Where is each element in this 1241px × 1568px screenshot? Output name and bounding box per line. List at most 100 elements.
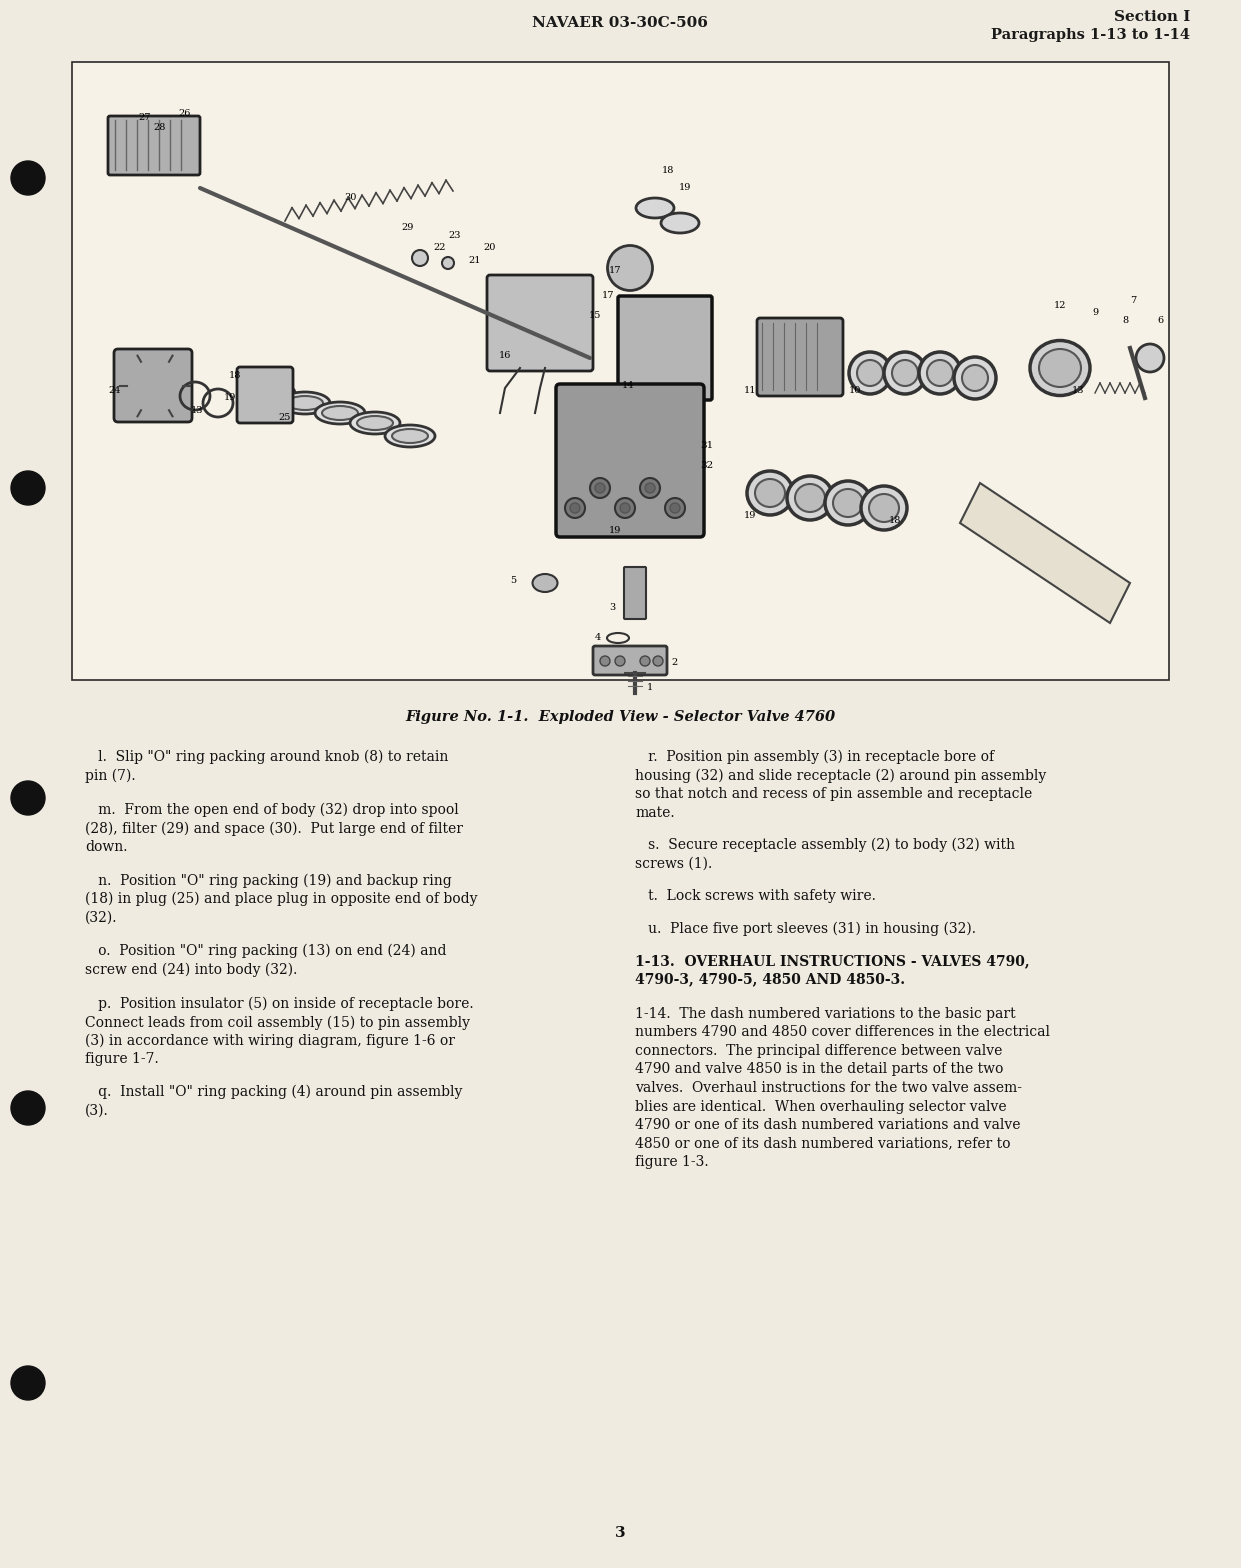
- Ellipse shape: [608, 246, 653, 290]
- Text: blies are identical.  When overhauling selector valve: blies are identical. When overhauling se…: [635, 1099, 1006, 1113]
- Text: 27: 27: [139, 113, 151, 122]
- Text: NAVAER 03-30C-506: NAVAER 03-30C-506: [532, 16, 707, 30]
- Text: figure 1-7.: figure 1-7.: [84, 1052, 159, 1066]
- Text: 15: 15: [588, 310, 601, 320]
- Circle shape: [616, 499, 635, 517]
- Ellipse shape: [892, 361, 918, 386]
- Text: (32).: (32).: [84, 911, 118, 925]
- Text: 1-14.  The dash numbered variations to the basic part: 1-14. The dash numbered variations to th…: [635, 1007, 1015, 1021]
- Text: 22: 22: [434, 243, 447, 252]
- Text: housing (32) and slide receptacle (2) around pin assembly: housing (32) and slide receptacle (2) ar…: [635, 768, 1046, 782]
- Text: 7: 7: [1129, 296, 1136, 306]
- Text: 17: 17: [609, 267, 622, 274]
- Circle shape: [670, 503, 680, 513]
- Circle shape: [640, 655, 650, 666]
- Text: 21: 21: [469, 256, 482, 265]
- Ellipse shape: [861, 486, 907, 530]
- Text: (28), filter (29) and space (30).  Put large end of filter: (28), filter (29) and space (30). Put la…: [84, 822, 463, 836]
- FancyBboxPatch shape: [757, 318, 843, 397]
- Text: 19: 19: [609, 525, 622, 535]
- Text: 23: 23: [449, 230, 462, 240]
- Text: t.  Lock screws with safety wire.: t. Lock screws with safety wire.: [635, 889, 876, 903]
- Text: 19: 19: [679, 183, 691, 191]
- Text: valves.  Overhaul instructions for the two valve assem-: valves. Overhaul instructions for the tw…: [635, 1080, 1023, 1094]
- Text: screws (1).: screws (1).: [635, 856, 712, 870]
- Text: 1-13.  OVERHAUL INSTRUCTIONS - VALVES 4790,: 1-13. OVERHAUL INSTRUCTIONS - VALVES 479…: [635, 953, 1030, 967]
- Text: 30: 30: [344, 193, 356, 202]
- Text: (3) in accordance with wiring diagram, figure 1-6 or: (3) in accordance with wiring diagram, f…: [84, 1033, 455, 1049]
- Ellipse shape: [357, 416, 393, 430]
- Ellipse shape: [1136, 343, 1164, 372]
- Ellipse shape: [833, 489, 862, 517]
- Ellipse shape: [532, 574, 557, 593]
- Ellipse shape: [884, 351, 926, 394]
- Text: 29: 29: [402, 223, 414, 232]
- Ellipse shape: [962, 365, 988, 390]
- Ellipse shape: [661, 213, 699, 234]
- Circle shape: [565, 499, 585, 517]
- Text: n.  Position "O" ring packing (19) and backup ring: n. Position "O" ring packing (19) and ba…: [84, 873, 452, 887]
- FancyBboxPatch shape: [593, 646, 666, 674]
- Text: pin (7).: pin (7).: [84, 768, 135, 782]
- Ellipse shape: [954, 358, 997, 398]
- Text: 24: 24: [109, 386, 122, 395]
- Text: 4790-3, 4790-5, 4850 AND 4850-3.: 4790-3, 4790-5, 4850 AND 4850-3.: [635, 972, 905, 986]
- Text: 9: 9: [1092, 307, 1098, 317]
- Text: 31: 31: [700, 441, 714, 450]
- Text: 3: 3: [614, 1526, 625, 1540]
- Circle shape: [645, 483, 655, 492]
- Circle shape: [442, 257, 454, 270]
- Text: s.  Secure receptacle assembly (2) to body (32) with: s. Secure receptacle assembly (2) to bod…: [635, 837, 1015, 853]
- Text: p.  Position insulator (5) on inside of receptacle bore.: p. Position insulator (5) on inside of r…: [84, 997, 474, 1011]
- Ellipse shape: [927, 361, 953, 386]
- Circle shape: [620, 503, 630, 513]
- FancyBboxPatch shape: [486, 274, 593, 372]
- Circle shape: [11, 1091, 45, 1124]
- Text: 1: 1: [647, 684, 653, 691]
- Text: 18: 18: [228, 372, 241, 379]
- Ellipse shape: [755, 478, 786, 506]
- Polygon shape: [961, 483, 1131, 622]
- Text: o.  Position "O" ring packing (13) on end (24) and: o. Position "O" ring packing (13) on end…: [84, 944, 447, 958]
- Text: m.  From the open end of body (32) drop into spool: m. From the open end of body (32) drop i…: [84, 803, 459, 817]
- Ellipse shape: [244, 383, 295, 405]
- Ellipse shape: [869, 494, 898, 522]
- Ellipse shape: [1030, 340, 1090, 395]
- Ellipse shape: [1039, 350, 1081, 387]
- Text: Connect leads from coil assembly (15) to pin assembly: Connect leads from coil assembly (15) to…: [84, 1016, 470, 1030]
- FancyBboxPatch shape: [108, 116, 200, 176]
- Circle shape: [11, 781, 45, 815]
- Text: 6: 6: [1157, 317, 1163, 325]
- Text: 13: 13: [1072, 386, 1085, 395]
- Text: 8: 8: [1122, 317, 1128, 325]
- FancyBboxPatch shape: [624, 568, 647, 619]
- Text: 5: 5: [510, 575, 516, 585]
- Text: l.  Slip "O" ring packing around knob (8) to retain: l. Slip "O" ring packing around knob (8)…: [84, 750, 448, 764]
- Text: Figure No. 1-1.  Exploded View - Selector Valve 4760: Figure No. 1-1. Exploded View - Selector…: [405, 710, 835, 724]
- Circle shape: [594, 483, 606, 492]
- Text: 4850 or one of its dash numbered variations, refer to: 4850 or one of its dash numbered variati…: [635, 1137, 1010, 1151]
- Text: 26: 26: [179, 110, 191, 118]
- Text: down.: down.: [84, 840, 128, 855]
- Ellipse shape: [321, 406, 357, 420]
- Circle shape: [665, 499, 685, 517]
- Ellipse shape: [252, 386, 288, 400]
- Text: 20: 20: [484, 243, 496, 252]
- FancyBboxPatch shape: [114, 350, 192, 422]
- Ellipse shape: [747, 470, 793, 514]
- Ellipse shape: [920, 351, 961, 394]
- Text: 19: 19: [223, 394, 236, 401]
- Circle shape: [11, 1366, 45, 1400]
- Text: r.  Position pin assembly (3) in receptacle bore of: r. Position pin assembly (3) in receptac…: [635, 750, 994, 764]
- Ellipse shape: [280, 392, 330, 414]
- Bar: [72, 63, 1169, 681]
- Text: 13: 13: [191, 406, 204, 416]
- Text: numbers 4790 and 4850 cover differences in the electrical: numbers 4790 and 4850 cover differences …: [635, 1025, 1050, 1040]
- Text: connectors.  The principal difference between valve: connectors. The principal difference bet…: [635, 1044, 1003, 1058]
- Circle shape: [616, 655, 625, 666]
- Text: 28: 28: [154, 122, 166, 132]
- Circle shape: [589, 478, 611, 499]
- Text: 4: 4: [594, 633, 601, 641]
- Text: 4790 or one of its dash numbered variations and valve: 4790 or one of its dash numbered variati…: [635, 1118, 1020, 1132]
- Ellipse shape: [787, 477, 833, 521]
